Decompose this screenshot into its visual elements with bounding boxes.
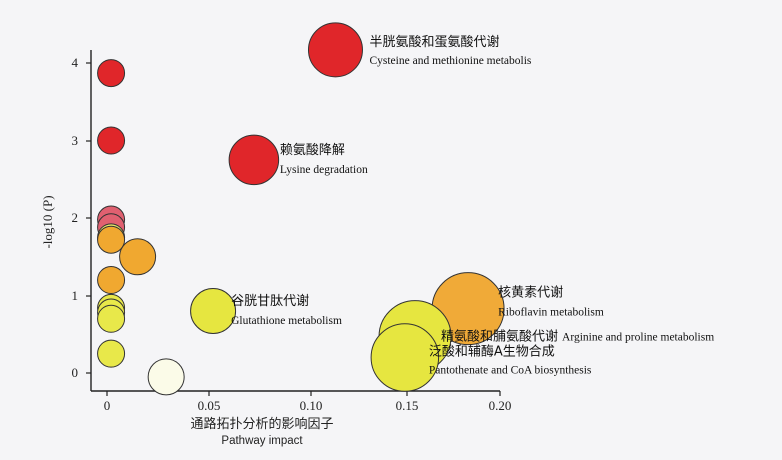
y-tick-label: 0 xyxy=(72,365,79,380)
x-axis-label-en: Pathway impact xyxy=(221,435,303,447)
data-bubble xyxy=(119,238,157,276)
bubble-label-cn: 精氨酸和脯氨酸代谢 xyxy=(441,329,558,345)
x-tick-label: 0.10 xyxy=(300,398,323,413)
data-bubble xyxy=(370,323,440,392)
data-bubble xyxy=(97,225,126,254)
labels-layer: 谷胱甘肽代谢 Glutathione metabolism 半胱氨酸和蛋氨酸代谢 Cy… xyxy=(231,34,714,377)
bubble-label-cn: 半胱氨酸和蛋氨酸代谢 xyxy=(369,34,499,50)
data-bubble xyxy=(97,59,126,88)
x-tick-label: 0.15 xyxy=(396,398,419,413)
bubble-label-en: Cysteine and methionine metabolis xyxy=(369,55,531,67)
x-ticks: 0 0.05 0.10 0.15 0.20 xyxy=(104,391,512,413)
y-axis-label: -log10 (P) xyxy=(40,195,55,248)
data-bubble xyxy=(97,126,126,155)
bubble-label-cn: 核黄素代谢 xyxy=(498,285,563,301)
data-bubble xyxy=(97,266,126,294)
bubble-label-cn: 谷胱甘肽代谢 xyxy=(231,293,309,309)
bubble-label-en: Lysine degradation xyxy=(280,164,368,176)
y-tick-label: 3 xyxy=(72,133,79,148)
bubble-label-cn: 赖氨酸降解 xyxy=(280,143,345,158)
data-bubble xyxy=(307,22,363,78)
bubble-label-en: Arginine and proline metabolism xyxy=(562,332,714,344)
bubble-label-en: Glutathione metabolism xyxy=(231,315,342,327)
data-bubble xyxy=(147,358,185,396)
y-tick-label: 4 xyxy=(72,55,79,70)
bubble-label-cn: 泛酸和辅酶A生物合成 xyxy=(429,344,555,360)
x-tick-label: 0.20 xyxy=(489,398,512,413)
data-bubble xyxy=(190,288,237,334)
y-tick-label: 2 xyxy=(72,210,79,225)
bubble-label-en: Riboflavin metabolism xyxy=(498,307,604,319)
data-bubble xyxy=(97,304,126,333)
data-bubble xyxy=(97,339,126,368)
y-ticks: 0 1 2 3 4 xyxy=(72,55,91,380)
x-tick-label: 0.05 xyxy=(198,398,221,413)
y-tick-label: 1 xyxy=(72,288,79,303)
data-bubble xyxy=(228,134,280,186)
x-tick-label: 0 xyxy=(104,398,111,413)
x-axis-label-cn: 通路拓扑分析的影响因子 xyxy=(190,416,333,432)
bubble-label-en: Pantothenate and CoA biosynthesis xyxy=(429,365,592,377)
bubbles-layer xyxy=(97,22,505,396)
